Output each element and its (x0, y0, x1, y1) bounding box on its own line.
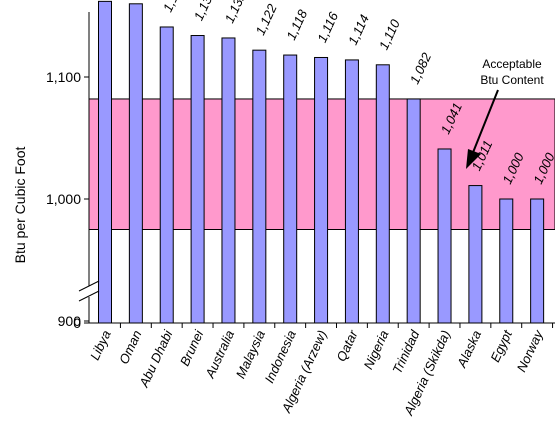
bar (530, 198, 545, 324)
bar-value-label: 1,141 (160, 0, 187, 14)
band-label-line1: Acceptable (482, 57, 542, 71)
bar (98, 0, 112, 324)
category-label: Malaysia (233, 328, 268, 381)
bar-value-label: 1,132 (222, 0, 250, 25)
category-label: Alaska (454, 328, 485, 371)
bar-value-label: 1,114 (345, 12, 372, 47)
bar (190, 35, 205, 324)
category-label: Norway (514, 327, 547, 375)
category-label: Qatar (333, 327, 361, 363)
y-axis-title: Btu per Cubic Foot (12, 147, 28, 264)
y-tick-label: 1,100 (46, 69, 81, 85)
bar (283, 54, 298, 324)
bar (375, 64, 390, 324)
band-pointer-arrow-line (471, 89, 499, 156)
bar-value-label: 1,110 (376, 16, 403, 52)
band-label-line2: Btu Content (480, 73, 544, 87)
bar-value-label: 1,118 (283, 7, 310, 43)
category-label: Trinidad (389, 327, 422, 376)
bar-value-label: 1,122 (252, 1, 280, 38)
category-label: Brunei (177, 327, 207, 368)
category-label: Nigeria (361, 328, 392, 372)
bar-value-label: 1,082 (407, 50, 435, 87)
y-tick-label: 900 (58, 313, 82, 329)
bar-value-label: 1,116 (314, 9, 341, 45)
band-pointer-arrowhead (466, 149, 481, 169)
bar (252, 49, 267, 324)
axis-break-mark (78, 290, 100, 302)
y-tick-label: 1,000 (46, 191, 81, 207)
bar (221, 37, 236, 324)
bar-value-label: 1,134 (191, 0, 218, 23)
category-label: Libya (87, 328, 114, 363)
bar (128, 3, 143, 324)
bar (437, 148, 452, 324)
bar (406, 98, 421, 324)
category-label: Australia (202, 328, 237, 381)
bar (468, 185, 483, 324)
bar (159, 26, 174, 324)
bar (344, 59, 359, 324)
bar (314, 56, 329, 324)
axis-break-mark (78, 280, 100, 292)
category-label: Egypt (487, 327, 515, 365)
category-label: Oman (116, 328, 145, 366)
y-tick-label: 0 (73, 315, 81, 331)
bar (499, 198, 514, 324)
